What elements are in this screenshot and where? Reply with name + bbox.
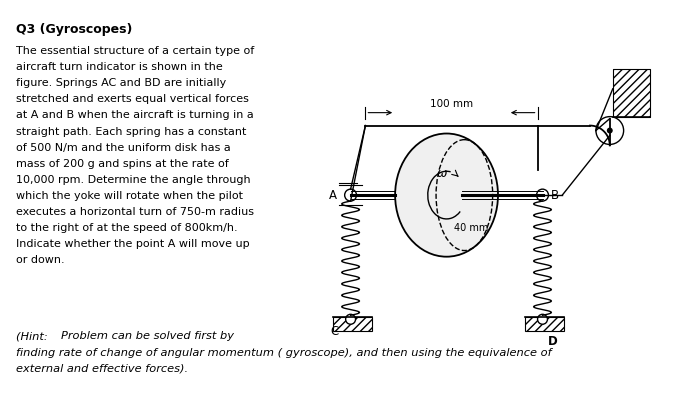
Text: (Hint:: (Hint: <box>16 331 55 341</box>
Text: aircraft turn indicator is shown in the: aircraft turn indicator is shown in the <box>16 62 223 72</box>
Text: figure. Springs AC and BD are initially: figure. Springs AC and BD are initially <box>16 78 227 88</box>
Text: stretched and exerts equal vertical forces: stretched and exerts equal vertical forc… <box>16 94 249 104</box>
Circle shape <box>538 314 547 324</box>
Text: at A and B when the aircraft is turning in a: at A and B when the aircraft is turning … <box>16 110 254 121</box>
Text: C: C <box>330 325 339 338</box>
Text: finding rate of change of angular momentum ( gyroscope), and then using the equi: finding rate of change of angular moment… <box>16 348 552 357</box>
Text: external and effective forces).: external and effective forces). <box>16 364 188 374</box>
Ellipse shape <box>395 134 498 257</box>
Text: of 500 N/m and the uniform disk has a: of 500 N/m and the uniform disk has a <box>16 143 231 152</box>
Text: The essential structure of a certain type of: The essential structure of a certain typ… <box>16 46 255 56</box>
Text: Q3 (Gyroscopes): Q3 (Gyroscopes) <box>16 23 132 36</box>
Text: or down.: or down. <box>16 255 65 265</box>
Text: executes a horizontal turn of 750-m radius: executes a horizontal turn of 750-m radi… <box>16 207 254 217</box>
Text: mass of 200 g and spins at the rate of: mass of 200 g and spins at the rate of <box>16 159 229 169</box>
Text: 40 mm: 40 mm <box>454 223 489 233</box>
Circle shape <box>596 117 624 144</box>
Text: straight path. Each spring has a constant: straight path. Each spring has a constan… <box>16 126 246 136</box>
Circle shape <box>344 189 356 201</box>
Text: 10,000 rpm. Determine the angle through: 10,000 rpm. Determine the angle through <box>16 175 251 185</box>
Text: to the right of at the speed of 800km/h.: to the right of at the speed of 800km/h. <box>16 223 238 233</box>
Text: $\omega$: $\omega$ <box>435 167 447 180</box>
Circle shape <box>537 189 548 201</box>
Text: Indicate whether the point A will move up: Indicate whether the point A will move u… <box>16 239 250 249</box>
Text: D: D <box>547 335 557 348</box>
Circle shape <box>607 128 612 134</box>
Bar <box>332 317 372 331</box>
Text: A: A <box>329 189 337 202</box>
Text: which the yoke will rotate when the pilot: which the yoke will rotate when the pilo… <box>16 191 243 201</box>
Circle shape <box>346 314 356 324</box>
Text: 100 mm: 100 mm <box>430 99 473 109</box>
Bar <box>612 69 650 117</box>
Text: Problem can be solved first by: Problem can be solved first by <box>61 331 234 341</box>
Text: B: B <box>550 189 559 202</box>
Bar <box>525 317 564 331</box>
